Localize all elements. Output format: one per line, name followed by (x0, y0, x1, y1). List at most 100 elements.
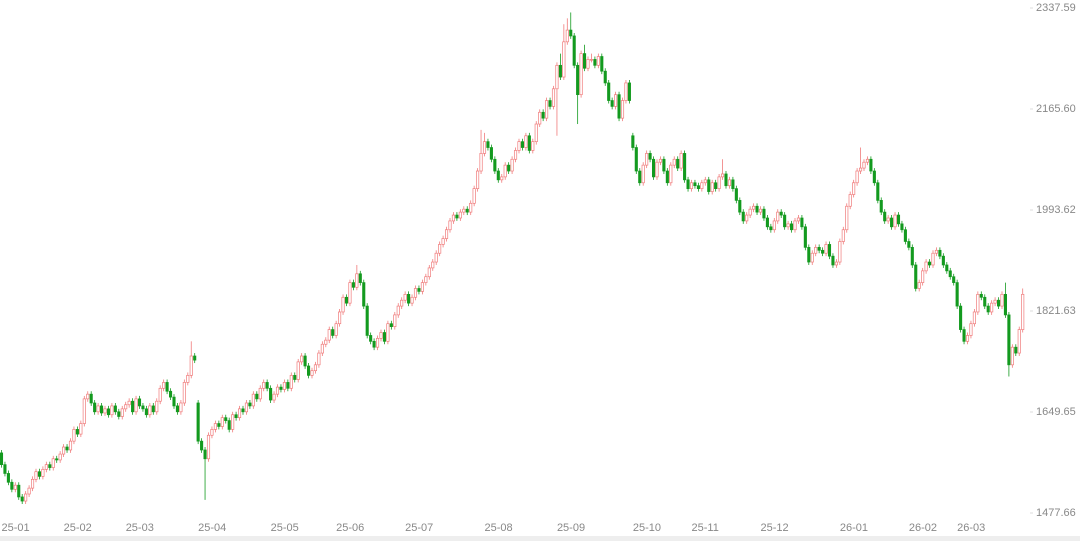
candle-body (48, 464, 52, 468)
candle-body (396, 305, 400, 316)
candle-body (155, 400, 159, 413)
candle-body (665, 170, 669, 184)
candle-body (565, 29, 569, 43)
candle-body (503, 164, 507, 178)
candle-body (403, 293, 407, 301)
candle-body (489, 147, 493, 160)
candle-body (834, 261, 838, 266)
candle-body (983, 296, 987, 307)
x-tick-label: 25-07 (405, 522, 433, 534)
candle-body (945, 264, 949, 272)
candle-body (627, 82, 631, 101)
candle-body (972, 311, 976, 325)
candle-body (431, 261, 435, 269)
candle-body (845, 205, 849, 231)
candle-body (600, 56, 604, 72)
candle-body (341, 296, 345, 313)
candle-body (824, 244, 828, 254)
candle-body (451, 214, 456, 222)
candle-body (386, 323, 390, 342)
candle-body (852, 182, 856, 195)
candle-body (714, 182, 718, 189)
candle-body (258, 387, 262, 400)
candle-body (20, 496, 24, 502)
candle-body (382, 332, 387, 342)
candle-body (434, 252, 438, 263)
candle-body (517, 141, 521, 151)
candle-body (993, 299, 997, 304)
candle-body (186, 375, 190, 383)
candle-body (179, 402, 183, 413)
candle-body (541, 111, 545, 119)
candle-body (607, 82, 611, 101)
candle-body (831, 255, 835, 266)
candle-body (275, 386, 280, 395)
x-tick-label: 25-09 (557, 522, 585, 534)
candle-body (389, 323, 393, 327)
candle-body (669, 164, 673, 184)
candle-body (927, 261, 932, 266)
candle-body (941, 255, 945, 266)
candle-body (965, 335, 970, 342)
candle-body (689, 182, 694, 189)
candle-body (848, 194, 852, 207)
x-tick-label: 26-02 (909, 522, 937, 534)
candle-body (545, 100, 549, 119)
candle-body (51, 458, 55, 468)
candle-body (265, 382, 269, 389)
candle-body (755, 205, 759, 213)
candle-body (641, 164, 645, 184)
candle-body (617, 94, 621, 119)
candle-body (255, 393, 259, 400)
candle-body (0, 452, 4, 465)
candle-body (141, 405, 145, 410)
candle-body (31, 478, 35, 489)
candle-body (68, 440, 73, 451)
candle-body (582, 53, 587, 69)
candle-body (41, 468, 45, 477)
candle-body (362, 282, 366, 307)
candle-body (27, 487, 31, 495)
candle-body (800, 217, 804, 228)
candle-body (696, 185, 700, 189)
x-tick-label: 26-01 (840, 522, 868, 534)
candle-body (910, 247, 914, 266)
candle-body (469, 202, 473, 213)
candle-body (137, 398, 142, 407)
candle-body (93, 402, 97, 413)
candle-body (17, 484, 21, 498)
candle-body (734, 188, 738, 201)
candle-body (814, 247, 818, 254)
candle-body (841, 229, 845, 242)
candle-body (610, 100, 614, 107)
candle-body (893, 214, 897, 228)
candle-body (310, 370, 314, 376)
candle-body (513, 150, 518, 160)
candle-body (548, 100, 552, 107)
candle-body (896, 214, 901, 225)
candle-body (407, 293, 411, 304)
candle-body (672, 158, 676, 166)
candle-body (1000, 293, 1004, 307)
candle-body (165, 382, 169, 392)
candle-body (213, 423, 217, 430)
candle-body (34, 471, 38, 480)
candle-body (99, 405, 104, 414)
candle-body (772, 220, 776, 231)
candle-body (182, 382, 186, 404)
candle-body (576, 64, 580, 96)
candle-body (676, 158, 680, 169)
candle-body (445, 229, 449, 239)
candle-body (355, 273, 359, 288)
candle-body (417, 288, 421, 292)
candle-body (524, 135, 528, 148)
candle-body (86, 393, 90, 400)
candle-body (441, 238, 445, 245)
candle-body (858, 167, 863, 172)
candle-body (634, 147, 638, 172)
candle-body (282, 382, 286, 390)
candle-body (959, 305, 963, 330)
candle-body (924, 261, 928, 272)
candle-body (538, 111, 542, 125)
